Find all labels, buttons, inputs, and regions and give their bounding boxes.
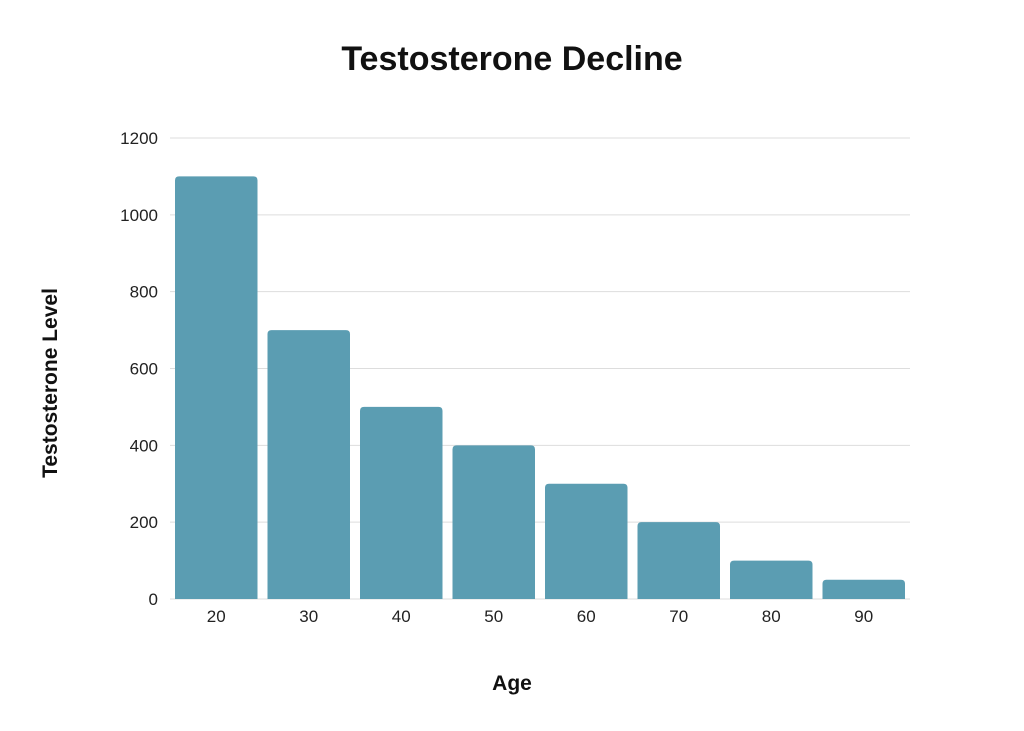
y-tick-label: 1000 — [120, 206, 158, 225]
y-tick-label: 600 — [130, 360, 158, 379]
x-tick-label: 20 — [207, 607, 226, 626]
bar-age-50 — [452, 445, 535, 599]
bars — [175, 176, 905, 599]
bar-age-20 — [175, 176, 258, 599]
x-tick-label: 50 — [484, 607, 503, 626]
y-tick-label: 1200 — [120, 129, 158, 148]
y-axis-ticks: 0 200 400 600 800 1000 1200 — [120, 129, 158, 609]
x-axis-title: Age — [492, 672, 532, 695]
x-axis-ticks: 20 30 40 50 60 70 80 90 — [207, 607, 873, 626]
y-axis-title: Testosterone Level — [39, 288, 62, 478]
bar-age-70 — [637, 522, 720, 599]
bar-age-90 — [822, 579, 905, 599]
x-tick-label: 40 — [392, 607, 411, 626]
chart-title: Testosterone Decline — [341, 40, 682, 78]
x-tick-label: 80 — [762, 607, 781, 626]
y-tick-label: 400 — [130, 436, 158, 455]
x-tick-label: 70 — [669, 607, 688, 626]
x-tick-label: 30 — [299, 607, 318, 626]
x-tick-label: 60 — [577, 607, 596, 626]
x-tick-label: 90 — [854, 607, 873, 626]
y-tick-label: 800 — [130, 283, 158, 302]
y-tick-label: 0 — [149, 590, 158, 609]
bar-age-60 — [545, 483, 628, 599]
bar-age-80 — [730, 560, 813, 599]
bar-age-30 — [267, 330, 350, 599]
y-tick-label: 200 — [130, 513, 158, 532]
bar-age-40 — [360, 406, 443, 599]
